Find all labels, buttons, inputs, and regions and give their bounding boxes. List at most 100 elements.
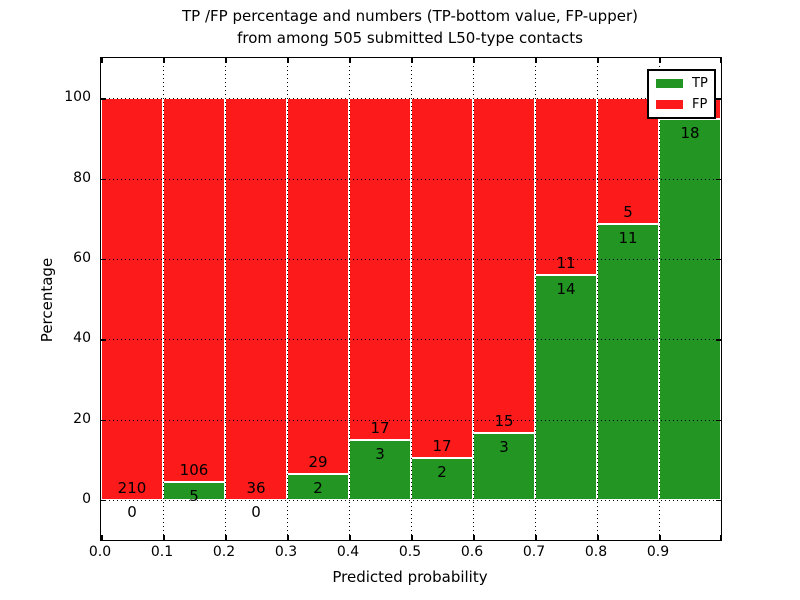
- y-tick-label: 0: [82, 490, 91, 507]
- fp-count-label: 15: [494, 411, 514, 430]
- x-tick-mark-top: [659, 58, 661, 63]
- x-tick-mark-top: [225, 58, 227, 63]
- x-tick-mark: [719, 535, 721, 540]
- x-tick-label: 0.4: [336, 544, 360, 560]
- y-tick-label: 80: [73, 169, 91, 186]
- y-tick-label: 40: [73, 330, 91, 347]
- x-tick-label: 0.2: [212, 544, 236, 560]
- x-tick-mark: [349, 535, 351, 540]
- fp-count-label: 106: [179, 460, 209, 479]
- x-tick-mark-top: [719, 58, 721, 63]
- y-tick-mark: [101, 178, 106, 180]
- grid-line-vertical: [287, 58, 288, 540]
- fp-count-label: 29: [308, 452, 328, 471]
- tp-count-label: 0: [127, 502, 137, 521]
- bar-segment-tp: [287, 473, 349, 500]
- x-tick-mark-top: [597, 58, 599, 63]
- grid-line-vertical: [473, 58, 474, 540]
- x-tick-mark-top: [473, 58, 475, 63]
- chart-title: TP /FP percentage and numbers (TP-bottom…: [100, 5, 720, 49]
- fp-count-label: 11: [556, 253, 576, 272]
- grid-line-horizontal: [101, 499, 721, 501]
- x-tick-mark-top: [101, 58, 103, 63]
- tp-count-label: 3: [499, 437, 509, 456]
- fp-count-label: 36: [246, 478, 266, 497]
- x-tick-mark-top: [411, 58, 413, 63]
- x-tick-mark: [659, 535, 661, 540]
- fp-count-label: 210: [117, 478, 147, 497]
- chart-title-line2: from among 505 submitted L50-type contac…: [237, 29, 583, 47]
- grid-line-vertical: [349, 58, 350, 540]
- grid-line-horizontal: [101, 419, 721, 421]
- x-tick-mark-top: [349, 58, 351, 63]
- fp-count-label: 5: [623, 202, 633, 221]
- bar-segment-fp: [225, 98, 287, 500]
- bar-segment-fp: [101, 98, 163, 500]
- x-tick-mark: [411, 535, 413, 540]
- x-tick-label: 0.8: [584, 544, 608, 560]
- grid-line-vertical: [411, 58, 412, 540]
- legend: TP FP: [647, 69, 716, 119]
- legend-entry-fp: FP: [656, 98, 708, 111]
- legend-label-fp: FP: [692, 97, 708, 112]
- bar-segment-fp: [535, 98, 597, 275]
- grid-line-vertical: [225, 58, 226, 540]
- bar-segment-fp: [349, 98, 411, 440]
- bar-segment-fp: [473, 98, 535, 433]
- grid-line-vertical: [659, 58, 660, 540]
- x-tick-label: 0.5: [398, 544, 422, 560]
- tp-count-label: 2: [313, 478, 323, 497]
- legend-swatch-tp: [656, 79, 683, 88]
- grid-line-vertical: [163, 58, 164, 540]
- bar-segment-tp: [535, 274, 597, 500]
- grid-line-horizontal: [101, 98, 721, 100]
- x-tick-mark-top: [535, 58, 537, 63]
- plot-area: 210 0 106 5 36 0 29 2 17 3 17 2 15 3 11 14 5 11 18 TP FP: [100, 57, 722, 541]
- y-tick-mark-right: [716, 339, 721, 341]
- x-tick-mark: [473, 535, 475, 540]
- grid-line-horizontal: [101, 258, 721, 260]
- y-tick-mark: [101, 98, 106, 100]
- y-tick-label: 20: [73, 410, 91, 427]
- y-tick-label: 60: [73, 249, 91, 266]
- x-tick-mark: [535, 535, 537, 540]
- tp-count-label: 18: [680, 124, 700, 143]
- grid-line-horizontal: [101, 178, 721, 180]
- tp-count-label: 11: [618, 228, 638, 247]
- bar-segment-tp: [659, 119, 721, 500]
- legend-label-tp: TP: [692, 76, 708, 91]
- tp-count-label: 14: [556, 279, 576, 298]
- bar-segment-tp: [411, 457, 473, 500]
- legend-swatch-fp: [656, 100, 683, 109]
- x-tick-mark: [287, 535, 289, 540]
- fp-count-label: 17: [432, 436, 452, 455]
- y-tick-mark: [101, 258, 106, 261]
- bar-segment-fp: [287, 98, 349, 474]
- legend-entry-tp: TP: [656, 77, 708, 90]
- x-tick-mark-top: [163, 58, 165, 63]
- fp-count-label: 17: [370, 418, 390, 437]
- x-tick-mark-top: [287, 58, 289, 63]
- x-tick-mark: [101, 535, 103, 540]
- x-tick-label: 0.6: [460, 544, 484, 560]
- tp-count-label: 3: [375, 444, 385, 463]
- x-tick-label: 0.0: [88, 544, 112, 560]
- bar-segment-fp: [411, 98, 473, 458]
- y-tick-mark: [101, 339, 106, 341]
- tp-count-label: 5: [189, 486, 199, 505]
- x-tick-label: 0.9: [646, 544, 670, 560]
- grid-line-vertical: [535, 58, 536, 540]
- tp-count-label: 2: [437, 462, 447, 481]
- x-tick-mark: [225, 535, 227, 540]
- x-axis-label: Predicted probability: [332, 568, 488, 586]
- tp-count-label: 0: [251, 502, 261, 521]
- y-tick-mark-right: [716, 258, 721, 261]
- x-tick-mark: [597, 535, 599, 540]
- bar-segment-fp: [163, 98, 225, 482]
- y-tick-mark: [101, 419, 106, 421]
- y-tick-mark-right: [716, 98, 721, 100]
- y-tick-label: 100: [64, 89, 91, 106]
- bar-segment-tp: [597, 223, 659, 500]
- x-tick-label: 0.1: [150, 544, 174, 560]
